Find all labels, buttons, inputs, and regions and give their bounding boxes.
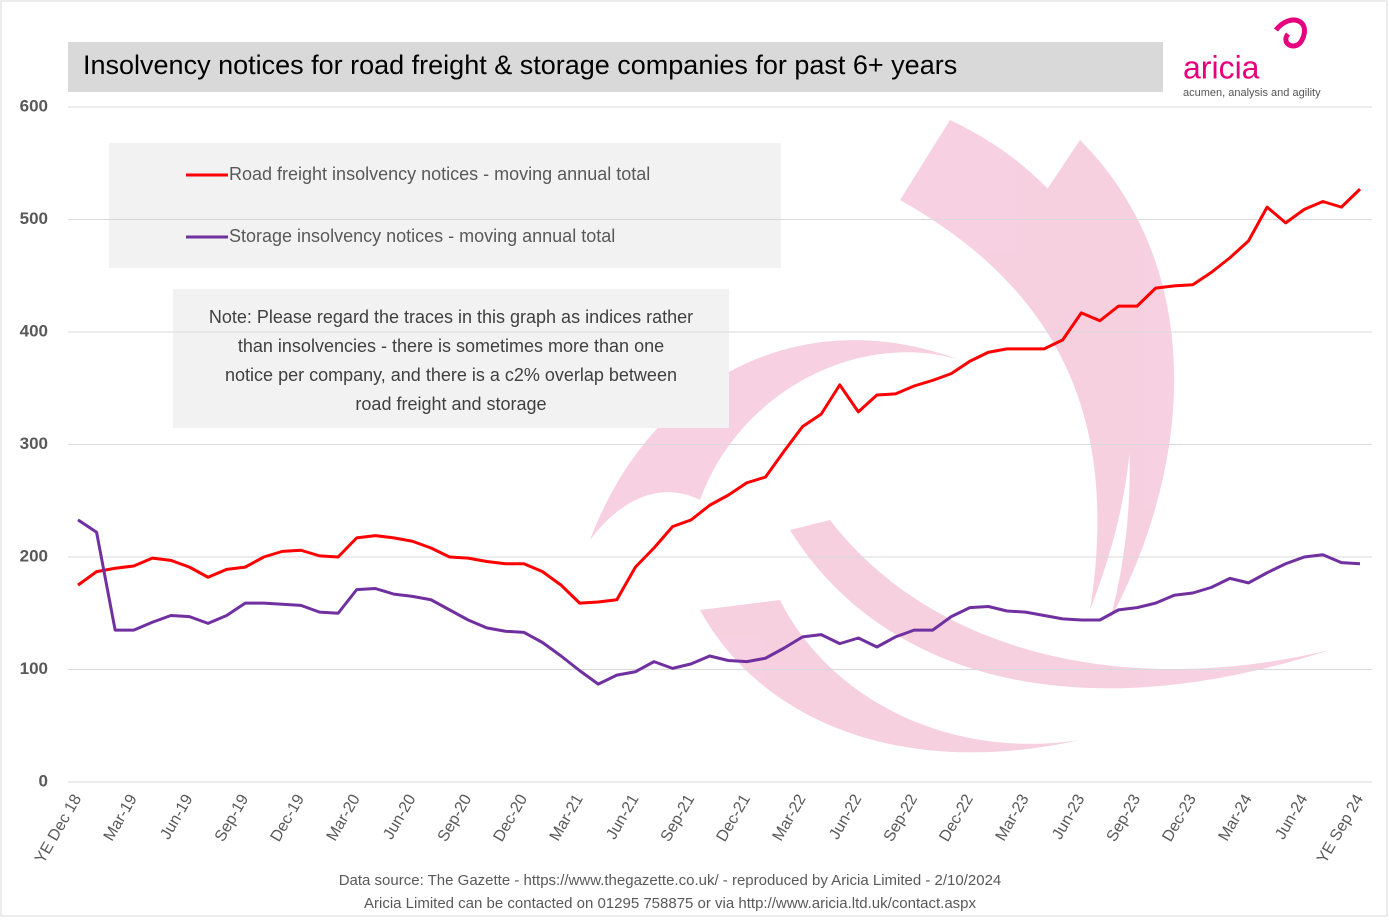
y-tick-label: 100	[20, 659, 48, 678]
y-tick-label: 200	[20, 546, 48, 565]
tagline: acumen, analysis and agility	[1183, 87, 1321, 99]
chart-title: Insolvency notices for road freight & st…	[83, 50, 957, 80]
y-tick-label: 300	[20, 434, 48, 453]
legend-box	[109, 143, 781, 268]
chart: Insolvency notices for road freight & st…	[0, 0, 1389, 918]
source-line: Data source: The Gazette - https://www.t…	[339, 872, 1002, 889]
legend-label: Road freight insolvency notices - moving…	[229, 164, 650, 184]
legend-label: Storage insolvency notices - moving annu…	[229, 226, 615, 246]
y-tick-label: 600	[20, 96, 48, 115]
note-line: notice per company, and there is a c2% o…	[225, 365, 677, 385]
note-line: Note: Please regard the traces in this g…	[209, 307, 693, 327]
note-line: than insolvencies - there is sometimes m…	[238, 336, 664, 356]
logo: aricia	[1183, 49, 1260, 85]
y-tick-label: 0	[39, 771, 48, 790]
source-line: Aricia Limited can be contacted on 01295…	[364, 895, 977, 912]
note-line: road freight and storage	[355, 394, 546, 414]
y-tick-label: 500	[20, 209, 48, 228]
y-tick-label: 400	[20, 321, 48, 340]
